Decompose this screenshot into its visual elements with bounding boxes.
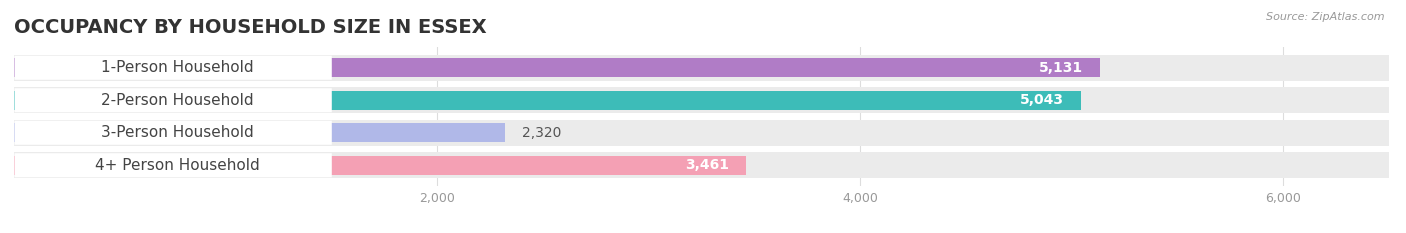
Text: 5,043: 5,043	[1019, 93, 1064, 107]
Text: 5,131: 5,131	[1039, 61, 1083, 75]
Text: 2,320: 2,320	[522, 126, 561, 140]
Text: 3-Person Household: 3-Person Household	[101, 125, 253, 140]
FancyBboxPatch shape	[14, 88, 332, 112]
FancyBboxPatch shape	[14, 56, 332, 80]
Bar	[14, 156, 747, 175]
Text: 1-Person Household: 1-Person Household	[101, 60, 253, 75]
FancyBboxPatch shape	[14, 153, 332, 177]
Bar	[14, 120, 1389, 146]
Text: 3,461: 3,461	[685, 158, 730, 172]
Bar	[14, 152, 1389, 178]
Bar	[14, 58, 1099, 77]
Bar	[14, 55, 1389, 81]
Bar	[14, 91, 1081, 110]
Bar	[14, 123, 505, 142]
Text: 2-Person Household: 2-Person Household	[101, 93, 253, 108]
FancyBboxPatch shape	[14, 121, 332, 145]
Text: Source: ZipAtlas.com: Source: ZipAtlas.com	[1267, 12, 1385, 22]
Text: OCCUPANCY BY HOUSEHOLD SIZE IN ESSEX: OCCUPANCY BY HOUSEHOLD SIZE IN ESSEX	[14, 18, 486, 37]
Text: 4+ Person Household: 4+ Person Household	[94, 158, 259, 173]
Bar	[14, 87, 1389, 113]
